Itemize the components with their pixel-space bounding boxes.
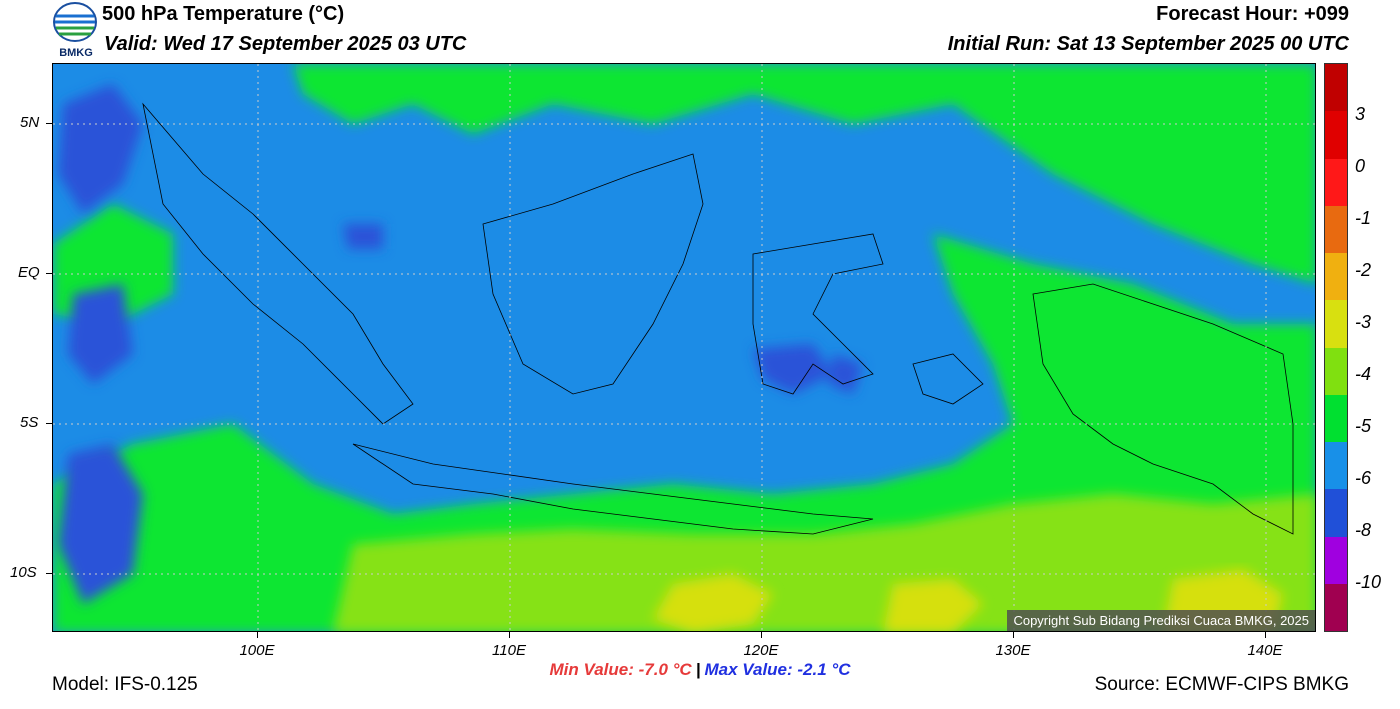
lat-tick — [46, 423, 52, 424]
legend-swatch — [1325, 583, 1347, 631]
legend-label: -4 — [1355, 364, 1372, 384]
forecast-hour: Forecast Hour: +099 — [1156, 3, 1349, 25]
legend-label: 0 — [1355, 156, 1366, 176]
temperature-field — [53, 64, 1315, 631]
lat-label-5n: 5N — [20, 114, 40, 131]
lon-label-120e: 120E — [743, 642, 779, 659]
lat-label-5s: 5S — [20, 414, 39, 431]
lon-label-130e: 130E — [995, 642, 1031, 659]
valid-time: Valid: Wed 17 September 2025 03 UTC — [104, 33, 467, 55]
lat-tick — [46, 573, 52, 574]
lon-tick — [509, 632, 510, 638]
lon-label-140e: 140E — [1247, 642, 1283, 659]
legend-swatch — [1325, 536, 1347, 584]
legend-swatch — [1325, 253, 1347, 301]
lat-tick — [46, 123, 52, 124]
separator: | — [695, 660, 701, 679]
bmkg-logo — [53, 2, 97, 42]
lon-tick — [1265, 632, 1266, 638]
source-info: Source: ECMWF-CIPS BMKG — [1094, 674, 1349, 695]
max-value: Max Value: -2.1 °C — [704, 660, 851, 679]
logo-text: BMKG — [59, 47, 93, 59]
legend-swatch — [1325, 64, 1347, 112]
legend-swatch — [1325, 347, 1347, 395]
min-value: Min Value: -7.0 °C — [549, 660, 692, 679]
legend-swatch — [1325, 442, 1347, 490]
copyright-notice: Copyright Sub Bidang Prediksi Cuaca BMKG… — [1007, 610, 1315, 631]
lat-tick — [46, 273, 52, 274]
legend-label: -1 — [1355, 208, 1372, 228]
legend-label: -3 — [1355, 312, 1372, 332]
lat-label-eq: EQ — [18, 264, 40, 281]
initial-run: Initial Run: Sat 13 September 2025 00 UT… — [947, 33, 1349, 55]
legend-swatch — [1325, 111, 1347, 159]
map-title: 500 hPa Temperature (°C) — [102, 3, 345, 25]
lon-label-110e: 110E — [492, 642, 526, 659]
lon-tick — [257, 632, 258, 638]
lon-tick — [1013, 632, 1014, 638]
lon-tick — [761, 632, 762, 638]
color-legend — [1324, 63, 1348, 632]
legend-swatch — [1325, 489, 1347, 537]
legend-label: -2 — [1355, 260, 1372, 280]
legend-label: -6 — [1355, 468, 1372, 488]
legend-swatch — [1325, 158, 1347, 206]
legend-swatch — [1325, 300, 1347, 348]
map-panel[interactable]: Copyright Sub Bidang Prediksi Cuaca BMKG… — [52, 63, 1316, 632]
lon-label-100e: 100E — [239, 642, 275, 659]
legend-swatch — [1325, 205, 1347, 253]
legend-label: -8 — [1355, 520, 1372, 540]
legend-label: -5 — [1355, 416, 1372, 436]
legend-label: -10 — [1355, 572, 1382, 592]
legend-swatch — [1325, 394, 1347, 442]
model-info: Model: IFS-0.125 — [52, 674, 198, 695]
legend-label: 3 — [1355, 104, 1366, 124]
lat-label-10s: 10S — [10, 564, 37, 581]
min-max-values: Min Value: -7.0 °C | Max Value: -2.1 °C — [0, 660, 1400, 680]
